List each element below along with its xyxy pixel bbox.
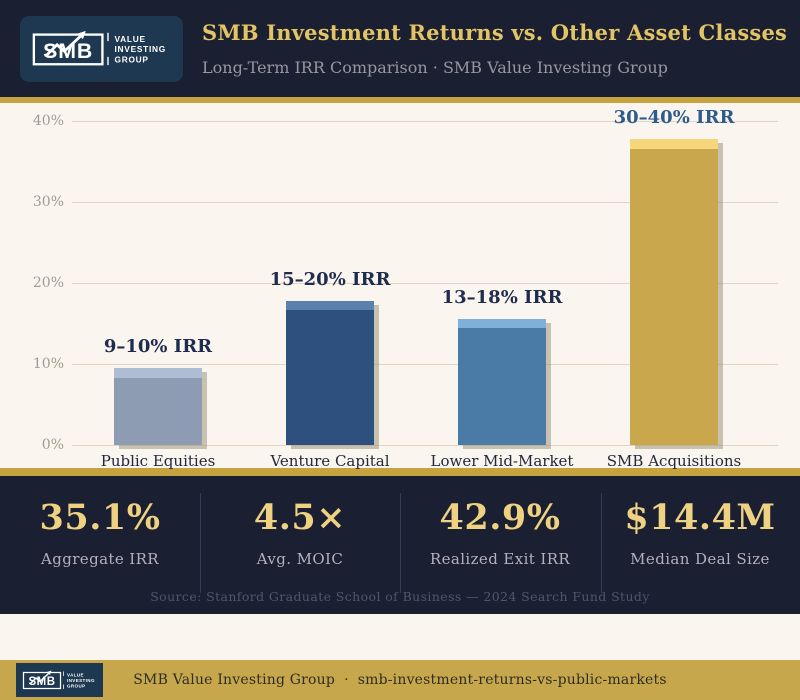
bar bbox=[114, 368, 202, 445]
footer: SMB VALUE INVESTING GROUP SMB Value Inve… bbox=[0, 660, 800, 700]
stats-band: 35.1% Aggregate IRR 4.5× Avg. MOIC 42.9%… bbox=[0, 476, 800, 614]
x-axis-label: Lower Mid-Market bbox=[430, 452, 574, 470]
smb-logo-icon: SMB VALUE INVESTING GROUP bbox=[22, 670, 95, 690]
stat-realized-exit-irr: 42.9% Realized Exit IRR bbox=[400, 476, 600, 614]
y-axis-tick: 40% bbox=[32, 113, 64, 129]
bar-chart: 40% 30% 20% 10% 0% 9–10% IRR Public Equi… bbox=[0, 103, 800, 470]
header: SMB VALUE INVESTING GROUP SMB Investment… bbox=[0, 0, 800, 97]
logo-tagline-line2: INVESTING bbox=[114, 44, 166, 54]
logo-chart-arrow-icon bbox=[45, 35, 82, 57]
bar-lower-mid-market: 13–18% IRR Lower Mid-Market bbox=[431, 287, 574, 470]
logo-frame bbox=[32, 33, 104, 66]
bar-value-label: 30–40% IRR bbox=[613, 107, 735, 128]
logo-tagline-line1: VALUE bbox=[67, 673, 84, 678]
x-axis-label: Venture Capital bbox=[270, 452, 390, 470]
bar-range-cap bbox=[458, 319, 546, 328]
y-axis-tick: 30% bbox=[32, 194, 64, 210]
stat-label: Avg. MOIC bbox=[256, 550, 344, 568]
y-axis-tick: 20% bbox=[32, 275, 64, 291]
page-subtitle: Long-Term IRR Comparison · SMB Value Inv… bbox=[202, 58, 668, 77]
stat-avg-moic: 4.5× Avg. MOIC bbox=[200, 476, 400, 614]
bar-value-label: 9–10% IRR bbox=[103, 336, 213, 357]
stat-divider bbox=[601, 493, 602, 593]
stat-median-deal-size: $14.4M Median Deal Size bbox=[600, 476, 800, 614]
stat-value: 4.5× bbox=[253, 497, 347, 538]
footer-brand: SMB Value Investing Group bbox=[133, 672, 336, 688]
gridline-10 bbox=[72, 364, 778, 365]
logo-tagline-line3: GROUP bbox=[114, 54, 148, 64]
stat-label: Realized Exit IRR bbox=[429, 550, 571, 568]
bar-venture-capital: 15–20% IRR Venture Capital bbox=[270, 269, 391, 470]
footer-cream-band bbox=[0, 614, 800, 660]
bar-public-equities: 9–10% IRR Public Equities bbox=[101, 336, 216, 470]
stat-value: $14.4M bbox=[624, 497, 776, 538]
stat-divider bbox=[200, 493, 201, 593]
stat-value: 42.9% bbox=[439, 497, 561, 538]
gridline-20 bbox=[72, 283, 778, 284]
x-axis-label: SMB Acquisitions bbox=[606, 452, 742, 470]
footer-separator: · bbox=[344, 672, 349, 688]
bar-body bbox=[458, 328, 546, 445]
stat-label: Aggregate IRR bbox=[40, 550, 159, 568]
bar-body bbox=[114, 378, 202, 445]
page-title: SMB Investment Returns vs. Other Asset C… bbox=[202, 20, 788, 45]
logo-tagline-line2: INVESTING bbox=[67, 678, 95, 683]
x-axis-label: Public Equities bbox=[100, 452, 216, 470]
gridline-30 bbox=[72, 202, 778, 203]
logo-tagline-line1: VALUE bbox=[114, 34, 145, 44]
header-text: SMB Investment Returns vs. Other Asset C… bbox=[202, 20, 787, 77]
footer-slug: smb-investment-returns-vs-public-markets bbox=[357, 672, 667, 688]
gold-accent-strip-middle bbox=[0, 468, 800, 476]
bar bbox=[286, 301, 374, 445]
bar-body bbox=[630, 149, 718, 445]
logo-chart-arrow-icon bbox=[29, 672, 49, 685]
y-axis-tick: 10% bbox=[32, 356, 64, 372]
gold-accent-strip-top bbox=[0, 97, 800, 103]
stat-label: Median Deal Size bbox=[630, 550, 770, 568]
footer-text: SMB Value Investing Group · smb-investment… bbox=[133, 672, 666, 688]
bar bbox=[458, 319, 546, 445]
y-axis-tick: 0% bbox=[41, 437, 64, 453]
bar-range-cap bbox=[630, 139, 718, 149]
logo-frame bbox=[22, 671, 61, 690]
bar-body bbox=[286, 310, 374, 445]
smb-logo: SMB VALUE INVESTING GROUP bbox=[20, 15, 183, 82]
stat-value: 35.1% bbox=[39, 497, 161, 538]
stat-aggregate-irr: 35.1% Aggregate IRR bbox=[0, 476, 200, 614]
gridline-40 bbox=[72, 121, 778, 122]
source-note: Source: Stanford Graduate School of Busi… bbox=[150, 589, 650, 604]
footer-smb-logo: SMB VALUE INVESTING GROUP bbox=[16, 663, 103, 697]
logo-arrowhead-icon bbox=[46, 670, 51, 675]
gridline-0 bbox=[72, 445, 778, 446]
smb-logo-icon: SMB VALUE INVESTING GROUP bbox=[32, 30, 166, 66]
bar-value-label: 13–18% IRR bbox=[441, 287, 563, 308]
bar-value-label: 15–20% IRR bbox=[269, 269, 391, 290]
stat-divider bbox=[400, 493, 401, 593]
bar bbox=[630, 139, 718, 445]
bar-range-cap bbox=[114, 368, 202, 378]
bar-range-cap bbox=[286, 301, 374, 310]
bar-smb-acquisitions: 30–40% IRR SMB Acquisitions bbox=[607, 107, 741, 470]
logo-tagline-line3: GROUP bbox=[67, 684, 86, 689]
